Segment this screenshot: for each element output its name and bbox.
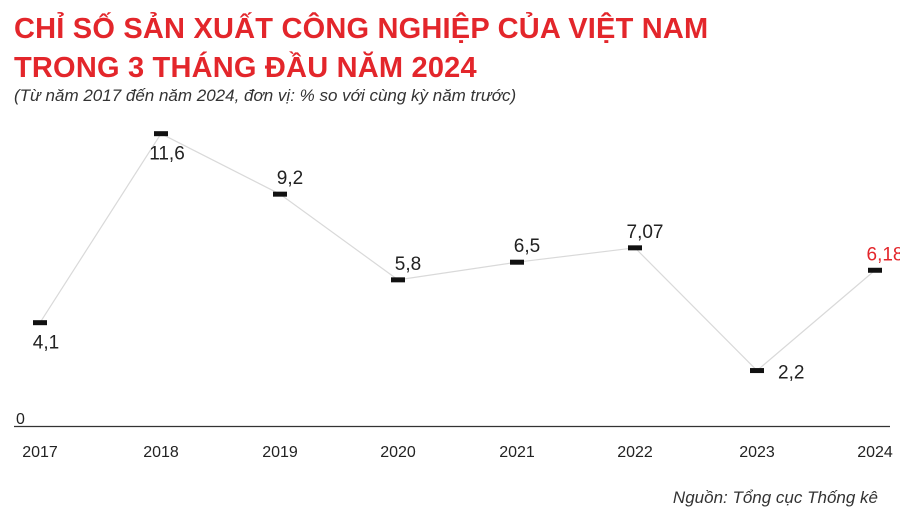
data-marker	[273, 191, 287, 197]
x-tick-label: 2022	[617, 444, 653, 461]
x-tick-label: 2018	[143, 444, 179, 461]
data-marker	[391, 277, 405, 283]
data-marker	[154, 131, 168, 137]
x-tick-label: 2020	[380, 444, 416, 461]
source-note: Nguồn: Tổng cục Thống kê	[672, 488, 878, 507]
data-label: 6,5	[514, 236, 540, 257]
data-label: 4,1	[33, 333, 59, 354]
x-tick-label: 2024	[857, 444, 893, 461]
title-line-2: TRONG 3 THÁNG ĐẦU NĂM 2024	[14, 52, 477, 84]
title-line-1: CHỈ SỐ SẢN XUẤT CÔNG NGHIỆP CỦA VIỆT NAM	[14, 13, 709, 45]
data-marker	[628, 245, 642, 251]
data-label: 2,2	[778, 363, 804, 384]
data-label: 6,18	[867, 244, 900, 265]
data-marker	[510, 259, 524, 265]
chart-title: CHỈ SỐ SẢN XUẤT CÔNG NGHIỆP CỦA VIỆT NAM…	[14, 10, 708, 88]
data-label: 9,2	[277, 168, 303, 189]
x-tick-label: 2019	[262, 444, 298, 461]
data-label: 11,6	[149, 144, 185, 165]
data-label: 5,8	[395, 254, 421, 275]
x-tick-label: 2023	[739, 444, 775, 461]
series-line	[39, 132, 876, 372]
data-marker	[868, 267, 882, 273]
data-marker	[750, 368, 764, 374]
data-label: 7,07	[627, 222, 664, 243]
chart-subtitle: (Từ năm 2017 đến năm 2024, đơn vị: % so …	[14, 86, 517, 105]
x-tick-label: 2021	[499, 444, 535, 461]
x-tick-label: 2017	[22, 444, 58, 461]
data-marker	[33, 320, 47, 326]
y-tick-label: 0	[16, 411, 25, 428]
